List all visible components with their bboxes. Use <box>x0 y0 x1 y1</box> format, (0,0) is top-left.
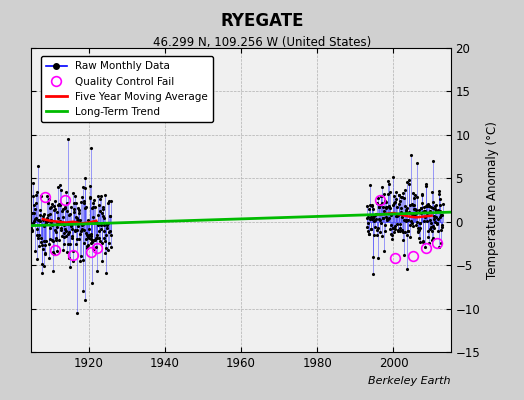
Text: Berkeley Earth: Berkeley Earth <box>368 376 451 386</box>
Text: RYEGATE: RYEGATE <box>220 12 304 30</box>
Y-axis label: Temperature Anomaly (°C): Temperature Anomaly (°C) <box>486 121 499 279</box>
Legend: Raw Monthly Data, Quality Control Fail, Five Year Moving Average, Long-Term Tren: Raw Monthly Data, Quality Control Fail, … <box>41 56 213 122</box>
Text: 46.299 N, 109.256 W (United States): 46.299 N, 109.256 W (United States) <box>153 36 371 49</box>
